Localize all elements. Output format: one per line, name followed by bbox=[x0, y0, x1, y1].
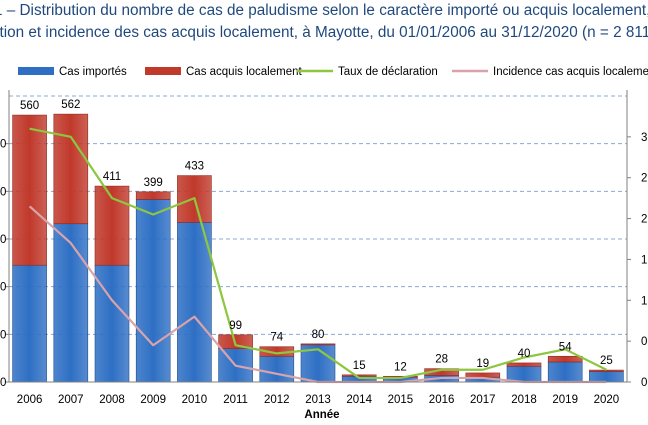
y2-tick-label: 0 bbox=[641, 336, 647, 348]
title-line-1: 1 – Distribution du nombre de cas de pal… bbox=[0, 2, 648, 19]
x-tick-label: 2019 bbox=[552, 394, 578, 406]
y-tick-label: 0 bbox=[0, 329, 6, 341]
legend-swatch-imported bbox=[18, 67, 54, 75]
chart-title: 1 – Distribution du nombre de cas de pal… bbox=[0, 0, 648, 52]
bar-local bbox=[589, 369, 624, 372]
x-tick-label: 2007 bbox=[58, 394, 84, 406]
bar-imported bbox=[12, 264, 47, 383]
y2-tick-label: 3 bbox=[641, 132, 647, 144]
bar-imported bbox=[589, 371, 624, 383]
y2-tick-label: 2 bbox=[641, 214, 647, 226]
total-label: 99 bbox=[229, 320, 242, 332]
x-tick-label: 2013 bbox=[305, 394, 331, 406]
x-tick-label: 2012 bbox=[264, 394, 290, 406]
bar-imported bbox=[53, 223, 89, 383]
y2-tick-label: 2 bbox=[641, 173, 647, 185]
bar-local bbox=[506, 362, 542, 367]
bar-imported bbox=[259, 355, 295, 383]
bar-imported bbox=[135, 199, 171, 383]
bar-imported bbox=[177, 222, 212, 383]
x-tick-label: 2014 bbox=[346, 394, 372, 406]
y2-tick-label: 1 bbox=[641, 254, 647, 266]
total-label: 25 bbox=[600, 355, 613, 367]
y-tick-label: 0 bbox=[0, 234, 6, 246]
x-tick-label: 2017 bbox=[470, 394, 496, 406]
total-label: 80 bbox=[312, 329, 325, 341]
bar-local bbox=[53, 113, 89, 225]
bars bbox=[12, 113, 624, 383]
title-line-2: ation et incidence des cas acquis locale… bbox=[0, 24, 648, 41]
x-tick-label: 2011 bbox=[223, 394, 248, 406]
bar-local bbox=[547, 355, 583, 363]
x-tick-label: 2010 bbox=[182, 394, 208, 406]
bar-local bbox=[135, 191, 171, 200]
total-label: 28 bbox=[435, 354, 448, 366]
bar-local bbox=[465, 372, 501, 378]
data-labels: 560 562 411 399 433 99 74 80 15 12 28 19 40 54 25 bbox=[20, 99, 613, 373]
legend-swatch-local bbox=[145, 67, 181, 75]
y-tick-label: 0 bbox=[0, 139, 6, 151]
y-tick-label: 0 bbox=[0, 186, 6, 198]
y2-tick-label: 1 bbox=[641, 295, 647, 307]
total-label: 399 bbox=[144, 177, 163, 189]
legend: Cas importés Cas acquis localement Taux de… bbox=[18, 66, 648, 78]
x-tick-label: 2018 bbox=[511, 394, 537, 406]
y2-tick-label: 0 bbox=[641, 377, 647, 389]
grid bbox=[9, 95, 627, 335]
bar-local bbox=[12, 114, 47, 266]
x-tick-label: 2009 bbox=[140, 394, 166, 406]
bar-local bbox=[341, 374, 377, 377]
total-label: 15 bbox=[353, 360, 366, 372]
x-tick-label: 2020 bbox=[594, 394, 620, 406]
legend-label: Cas importés bbox=[59, 66, 127, 78]
total-label: 19 bbox=[476, 358, 489, 370]
x-tick-label: 2015 bbox=[388, 394, 414, 406]
total-label: 562 bbox=[61, 99, 80, 111]
total-label: 433 bbox=[185, 161, 204, 173]
total-label: 560 bbox=[20, 100, 39, 112]
bar-local bbox=[300, 343, 336, 346]
legend-label: Incidence cas acquis localement bbox=[493, 66, 648, 78]
total-label: 74 bbox=[270, 332, 283, 344]
x-tick-label: 2006 bbox=[17, 394, 43, 406]
line-declaration-rate bbox=[29, 127, 607, 380]
total-label: 12 bbox=[394, 361, 407, 373]
bar-imported bbox=[506, 365, 542, 383]
bar-imported bbox=[547, 361, 583, 383]
total-label: 40 bbox=[518, 348, 531, 360]
total-label: 54 bbox=[559, 341, 572, 353]
x-tick-label: 2016 bbox=[429, 394, 455, 406]
legend-label: Taux de déclaration bbox=[338, 66, 438, 78]
x-axis-title: Année bbox=[304, 409, 339, 421]
y-tick-label: 0 bbox=[0, 377, 6, 389]
legend-label: Cas acquis localement bbox=[186, 66, 303, 78]
total-label: 411 bbox=[103, 171, 121, 183]
y-tick-label: 0 bbox=[0, 282, 6, 294]
x-tick-label: 2008 bbox=[99, 394, 125, 406]
